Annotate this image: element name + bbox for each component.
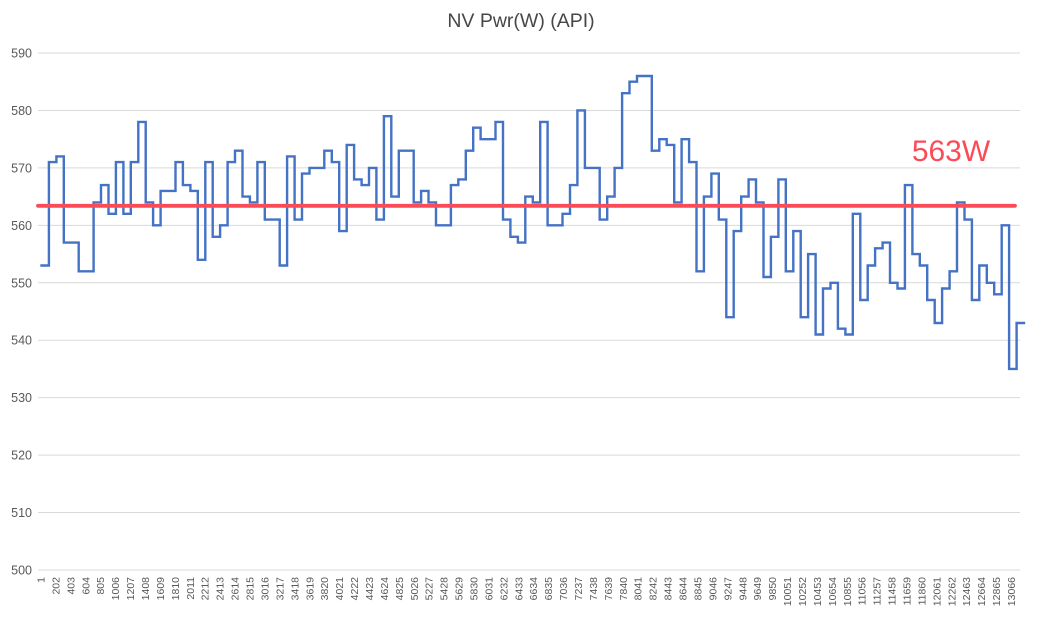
svg-text:510: 510 <box>11 506 32 520</box>
svg-text:2614: 2614 <box>230 577 242 601</box>
svg-text:10453: 10453 <box>812 577 824 606</box>
svg-text:6835: 6835 <box>543 577 555 601</box>
svg-text:3418: 3418 <box>289 577 301 601</box>
svg-text:10051: 10051 <box>782 577 794 606</box>
svg-text:10252: 10252 <box>797 577 809 606</box>
svg-text:8443: 8443 <box>663 577 675 601</box>
svg-text:8845: 8845 <box>692 577 704 601</box>
svg-text:10855: 10855 <box>842 577 854 606</box>
svg-text:12262: 12262 <box>946 577 958 606</box>
svg-text:8242: 8242 <box>648 577 660 601</box>
svg-text:805: 805 <box>95 577 107 595</box>
y-gridlines <box>38 52 1020 571</box>
svg-text:9448: 9448 <box>737 577 749 601</box>
svg-text:9649: 9649 <box>752 577 764 601</box>
svg-text:12061: 12061 <box>931 577 943 606</box>
chart-title: NV Pwr(W) (API) <box>447 10 594 32</box>
svg-text:570: 570 <box>11 161 32 175</box>
svg-text:3820: 3820 <box>319 577 331 601</box>
svg-text:1207: 1207 <box>125 577 137 601</box>
svg-text:4222: 4222 <box>349 577 361 601</box>
svg-text:7639: 7639 <box>603 577 615 601</box>
svg-text:560: 560 <box>11 219 32 233</box>
svg-text:2011: 2011 <box>185 577 197 600</box>
svg-text:202: 202 <box>50 577 62 595</box>
svg-text:403: 403 <box>65 577 77 595</box>
svg-text:5830: 5830 <box>468 577 480 601</box>
svg-text:11257: 11257 <box>872 577 884 606</box>
svg-text:4825: 4825 <box>394 577 406 601</box>
y-axis-tick-labels: 500 510 520 530 540 550 560 570 580 590 <box>11 47 32 578</box>
svg-text:1609: 1609 <box>155 577 167 601</box>
svg-text:540: 540 <box>11 334 32 348</box>
svg-text:8644: 8644 <box>678 577 690 601</box>
svg-text:12664: 12664 <box>976 577 988 606</box>
svg-text:11659: 11659 <box>901 577 913 606</box>
svg-text:4423: 4423 <box>364 577 376 601</box>
svg-text:9046: 9046 <box>707 577 719 601</box>
svg-text:3619: 3619 <box>304 577 316 601</box>
svg-text:5629: 5629 <box>454 577 466 601</box>
svg-text:9247: 9247 <box>722 577 734 601</box>
svg-text:13066: 13066 <box>1006 577 1018 606</box>
svg-text:520: 520 <box>11 449 32 463</box>
svg-text:6031: 6031 <box>483 577 495 601</box>
svg-text:10654: 10654 <box>827 577 839 606</box>
svg-text:604: 604 <box>80 577 92 595</box>
svg-text:11458: 11458 <box>887 577 899 606</box>
svg-text:580: 580 <box>11 104 32 118</box>
svg-text:7036: 7036 <box>558 577 570 601</box>
svg-text:7438: 7438 <box>588 577 600 601</box>
svg-text:9850: 9850 <box>767 577 779 601</box>
svg-text:530: 530 <box>11 391 32 405</box>
svg-text:500: 500 <box>11 564 32 578</box>
svg-text:11056: 11056 <box>857 577 869 606</box>
svg-text:6433: 6433 <box>513 577 525 601</box>
x-axis-tick-labels: 1 202 403 604 805 1006 1207 1408 1609 1810 2011 221… <box>36 577 1019 606</box>
svg-text:6634: 6634 <box>528 577 540 601</box>
svg-text:7840: 7840 <box>618 577 630 601</box>
svg-text:1006: 1006 <box>110 577 122 601</box>
svg-text:5428: 5428 <box>439 577 451 601</box>
svg-text:4021: 4021 <box>334 577 346 601</box>
svg-text:8041: 8041 <box>633 577 645 601</box>
svg-text:1810: 1810 <box>170 577 182 601</box>
svg-text:2212: 2212 <box>200 577 212 601</box>
ref-line-annotation-label: 563W <box>912 135 991 168</box>
svg-text:550: 550 <box>11 276 32 290</box>
svg-text:12865: 12865 <box>991 577 1003 606</box>
svg-text:3217: 3217 <box>274 577 286 601</box>
svg-text:2815: 2815 <box>245 577 257 601</box>
svg-text:1: 1 <box>36 577 48 583</box>
svg-text:1408: 1408 <box>140 577 152 601</box>
svg-text:5026: 5026 <box>409 577 421 601</box>
power-series-line <box>40 74 1026 371</box>
svg-text:5227: 5227 <box>424 577 436 601</box>
svg-text:7237: 7237 <box>573 577 585 601</box>
svg-text:4624: 4624 <box>379 577 391 601</box>
svg-text:11860: 11860 <box>916 577 928 606</box>
svg-text:590: 590 <box>11 47 32 61</box>
svg-text:3016: 3016 <box>259 577 271 601</box>
svg-text:12463: 12463 <box>961 577 973 606</box>
svg-text:6232: 6232 <box>498 577 510 601</box>
svg-text:2413: 2413 <box>215 577 227 601</box>
